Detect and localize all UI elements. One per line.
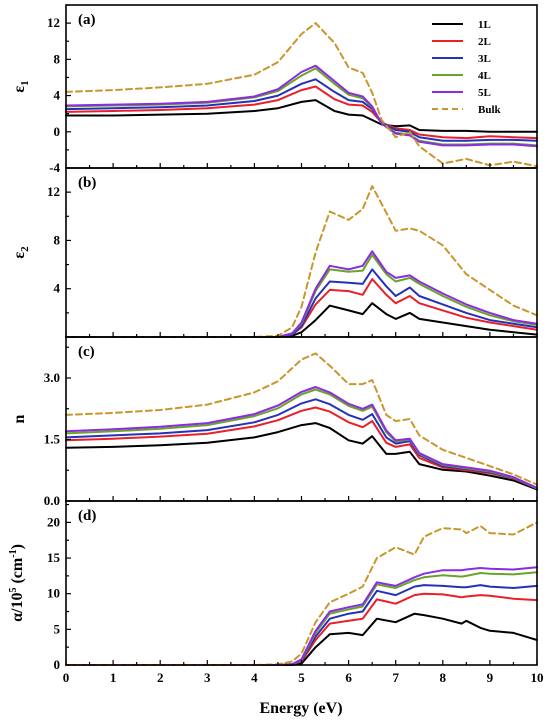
series-bulk-line <box>65 352 538 486</box>
series-5l-line <box>65 566 538 666</box>
plot-frame <box>65 500 538 666</box>
legend-label-4l: 4L <box>478 70 491 82</box>
series-1l-line <box>65 99 538 133</box>
panel-label: (b) <box>78 175 96 191</box>
panel-1: 4 8 12 (b) ε2 <box>11 167 538 338</box>
y-tick-label: 12 <box>47 184 60 199</box>
y-tick-label: 3.0 <box>44 370 60 385</box>
plot-frame <box>65 167 538 338</box>
y-tick-label: 4 <box>54 88 61 103</box>
series-5l-line <box>65 386 538 489</box>
series-2l-line <box>65 406 538 490</box>
x-tick-label: 10 <box>531 670 544 685</box>
y-tick-label: 0.0 <box>44 493 60 508</box>
series-3l-line <box>65 398 538 490</box>
x-tick-label: 2 <box>157 670 164 685</box>
panel-label: (c) <box>78 344 95 360</box>
panel-2: 0.0 1.5 3.0 (c) n <box>11 336 538 508</box>
series-1l-line <box>65 422 538 491</box>
series-4l-line <box>65 571 538 666</box>
x-tick-label: 8 <box>440 670 447 685</box>
x-tick-label: 7 <box>392 670 399 685</box>
y-tick-label: 10 <box>47 586 60 601</box>
legend: 1L 2L 3L 4L 5L Bulk <box>432 19 502 116</box>
series-5l-line <box>65 64 538 148</box>
series-5l-line <box>65 250 538 338</box>
y-tick-label: 8 <box>54 51 61 66</box>
legend-label-1l: 1L <box>478 19 491 31</box>
y-tick-label: 20 <box>47 514 60 529</box>
x-tick-label: 1 <box>110 670 117 685</box>
y-tick-label: -4 <box>49 160 60 175</box>
series-bulk-line <box>65 22 538 168</box>
x-tick-label: 9 <box>487 670 494 685</box>
y-tick-label: 15 <box>47 550 61 565</box>
series-3l-line <box>65 78 538 142</box>
x-tick-label: 3 <box>204 670 211 685</box>
y-axis-label: α/105 (cm-1) <box>8 544 26 622</box>
series-4l-line <box>65 253 538 338</box>
series-2l-line <box>65 85 538 140</box>
y-axis-label: n <box>11 414 28 423</box>
x-tick-label: 6 <box>345 670 352 685</box>
x-tick-label: 4 <box>251 670 258 685</box>
legend-label-5l: 5L <box>478 87 491 99</box>
series-bulk-line <box>65 521 538 666</box>
y-tick-label: 5 <box>54 621 61 636</box>
y-axis-label: ε1 <box>11 80 31 92</box>
y-tick-label: 1.5 <box>44 432 61 447</box>
legend-label-3l: 3L <box>478 53 491 65</box>
series-3l-line <box>65 268 538 338</box>
x-tick-label: 5 <box>298 670 305 685</box>
legend-label-2l: 2L <box>478 36 491 48</box>
legend-label-bulk: Bulk <box>478 104 502 116</box>
plot-frame <box>65 336 538 502</box>
series-1l-line <box>65 302 538 338</box>
series-2l-line <box>65 592 538 666</box>
panel-0: -4 0 4 8 12 (a) ε1 <box>11 4 538 175</box>
y-tick-label: 4 <box>54 281 61 296</box>
y-tick-label: 12 <box>47 15 60 30</box>
series-bulk-line <box>65 185 538 338</box>
panel-3: 0 5 10 15 20 0 1 2 3 4 5 6 7 8 9 10 (d) α/105 (cm-1) <box>8 500 544 685</box>
y-tick-label: 0 <box>54 124 61 139</box>
y-axis-label: ε2 <box>11 246 31 259</box>
y-tick-label: 8 <box>54 232 61 247</box>
x-axis-label: Energy (eV) <box>259 700 342 717</box>
y-tick-label: 0 <box>54 657 61 672</box>
x-tick-label: 0 <box>63 670 70 685</box>
panel-label: (a) <box>78 12 96 28</box>
panel-label: (d) <box>78 508 96 524</box>
